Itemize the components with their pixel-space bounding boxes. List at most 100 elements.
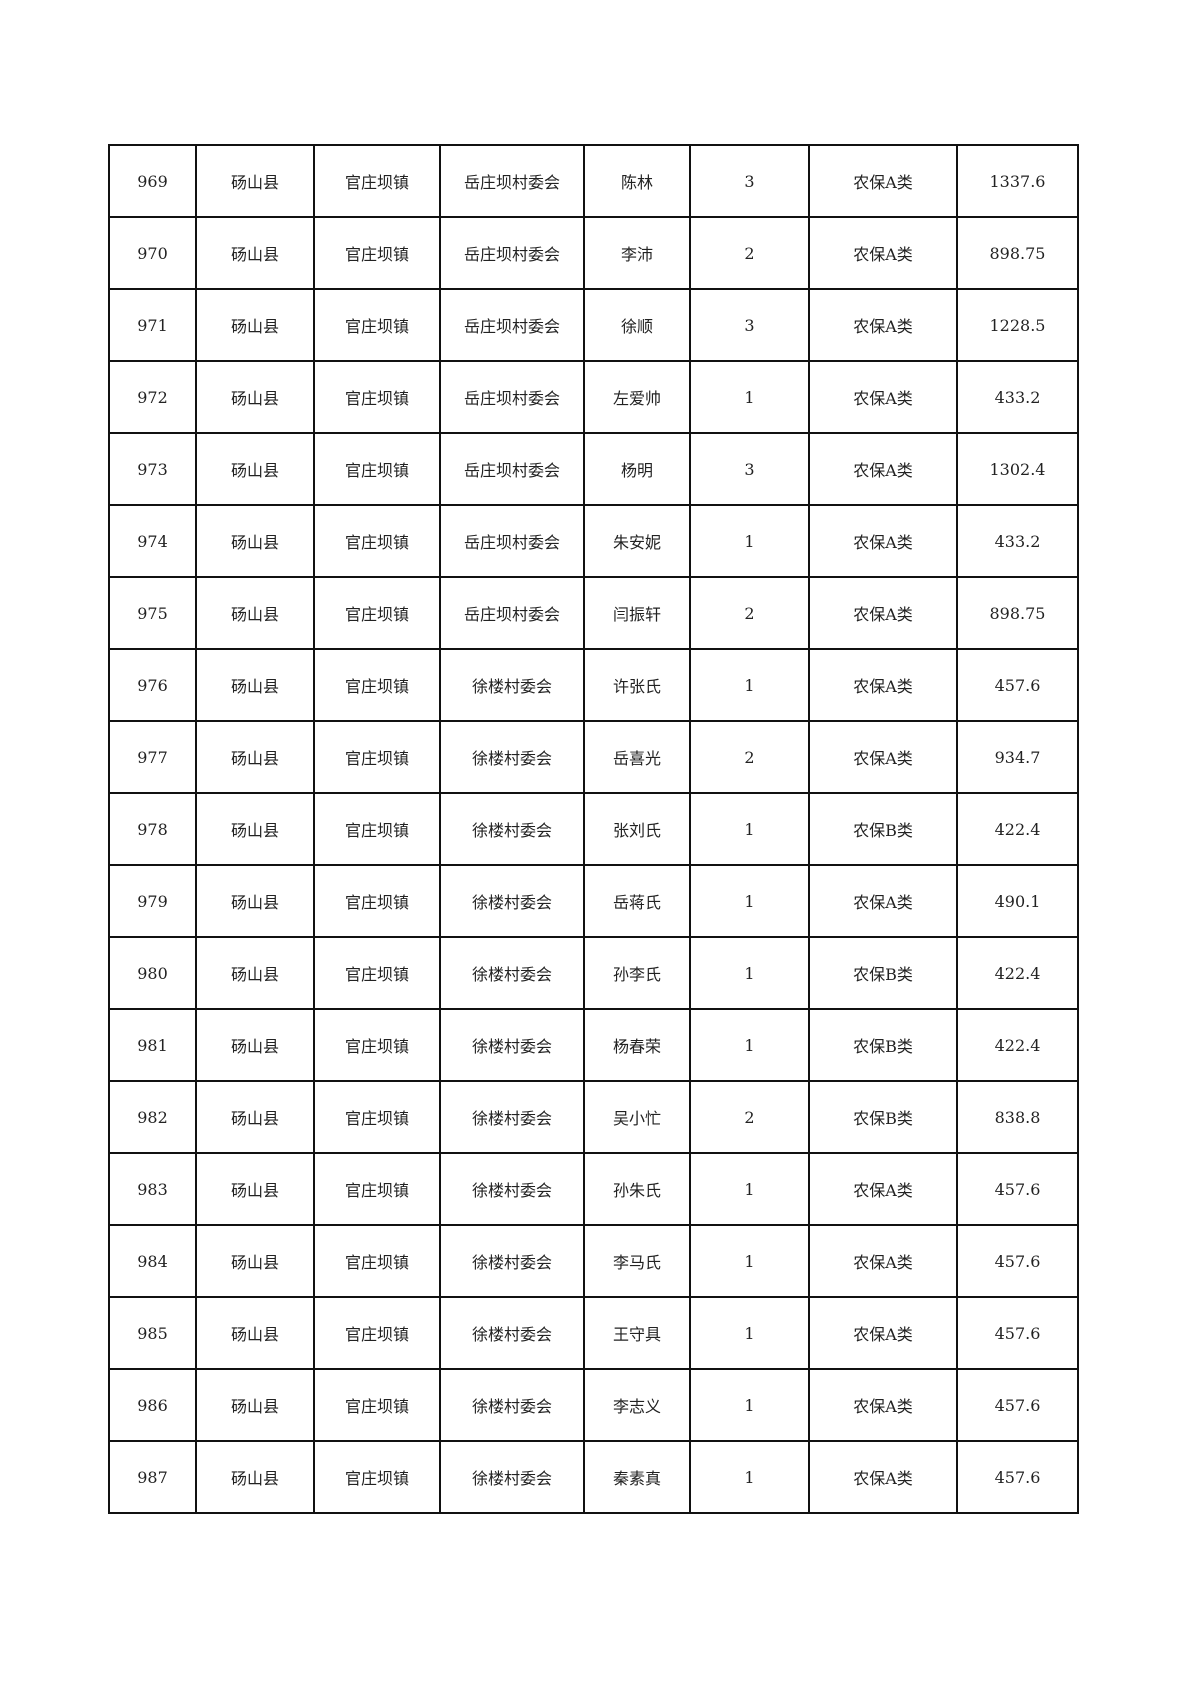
data-table: 969 砀山县 官庄坝镇 岳庄坝村委会 陈林 3 农保A类 1337.6 970 砀山县 官庄坝镇岳… [108, 144, 1079, 1514]
cell-amount: 1228.5 [956, 288, 1079, 362]
cell-row-number: 984 [108, 1224, 197, 1298]
cell-village: 徐楼村委会 [439, 1440, 585, 1514]
cell-county: 砀山县 [195, 504, 315, 578]
cell-amount: 898.75 [956, 216, 1079, 290]
cell-county: 砀山县 [195, 864, 315, 938]
cell-town: 官庄坝镇 [313, 1224, 441, 1298]
cell-row-number: 970 [108, 216, 197, 290]
cell-household-size: 1 [689, 936, 810, 1010]
cell-county: 砀山县 [195, 1296, 315, 1370]
cell-village: 岳庄坝村委会 [439, 360, 585, 434]
cell-county: 砀山县 [195, 792, 315, 866]
table-row: 987 砀山县 官庄坝镇 徐楼村委会 秦素真 1 农保A类 457.6 [108, 1440, 1079, 1514]
table-row: 981 砀山县 官庄坝镇 徐楼村委会 杨春荣 1 农保B类 422.4 [108, 1008, 1079, 1082]
cell-name: 孙李氏 [583, 936, 691, 1010]
cell-village: 徐楼村委会 [439, 1368, 585, 1442]
cell-amount: 457.6 [956, 1368, 1079, 1442]
table-row: 978 砀山县 官庄坝镇 徐楼村委会 张刘氏 1 农保B类 422.4 [108, 792, 1079, 866]
cell-category: 农保A类 [808, 1224, 958, 1298]
cell-category: 农保A类 [808, 288, 958, 362]
table-row: 985 砀山县 官庄坝镇 徐楼村委会 王守具 1 农保A类 457.6 [108, 1296, 1079, 1370]
cell-row-number: 971 [108, 288, 197, 362]
cell-household-size: 1 [689, 1224, 810, 1298]
cell-category: 农保A类 [808, 1440, 958, 1514]
cell-household-size: 1 [689, 360, 810, 434]
cell-household-size: 1 [689, 1296, 810, 1370]
cell-row-number: 979 [108, 864, 197, 938]
cell-amount: 457.6 [956, 1440, 1079, 1514]
cell-name: 岳喜光 [583, 720, 691, 794]
cell-amount: 422.4 [956, 1008, 1079, 1082]
cell-amount: 457.6 [956, 1296, 1079, 1370]
cell-amount: 457.6 [956, 648, 1079, 722]
cell-name: 陈林 [583, 144, 691, 218]
table-row: 983 砀山县 官庄坝镇 徐楼村委会 孙朱氏 1 农保A类 457.6 [108, 1152, 1079, 1226]
cell-name: 吴小忙 [583, 1080, 691, 1154]
cell-town: 官庄坝镇 [313, 288, 441, 362]
cell-county: 砀山县 [195, 936, 315, 1010]
cell-village: 岳庄坝村委会 [439, 576, 585, 650]
cell-row-number: 972 [108, 360, 197, 434]
cell-row-number: 987 [108, 1440, 197, 1514]
table-row: 976 砀山县 官庄坝镇 徐楼村委会 许张氏 1 农保A类 457.6 [108, 648, 1079, 722]
cell-row-number: 976 [108, 648, 197, 722]
cell-name: 王守具 [583, 1296, 691, 1370]
cell-village: 岳庄坝村委会 [439, 432, 585, 506]
cell-town: 官庄坝镇 [313, 1080, 441, 1154]
table-row: 982 砀山县 官庄坝镇 徐楼村委会 吴小忙 2 农保B类 838.8 [108, 1080, 1079, 1154]
cell-name: 李沛 [583, 216, 691, 290]
cell-category: 农保A类 [808, 576, 958, 650]
cell-county: 砀山县 [195, 1080, 315, 1154]
table-row: 973 砀山县 官庄坝镇 岳庄坝村委会 杨明 3 农保A类 1302.4 [108, 432, 1079, 506]
cell-category: 农保A类 [808, 1152, 958, 1226]
cell-town: 官庄坝镇 [313, 576, 441, 650]
cell-county: 砀山县 [195, 432, 315, 506]
cell-amount: 934.7 [956, 720, 1079, 794]
cell-amount: 838.8 [956, 1080, 1079, 1154]
table-row: 969 砀山县 官庄坝镇 岳庄坝村委会 陈林 3 农保A类 1337.6 [108, 144, 1079, 218]
cell-household-size: 3 [689, 288, 810, 362]
cell-row-number: 977 [108, 720, 197, 794]
cell-county: 砀山县 [195, 1440, 315, 1514]
cell-row-number: 980 [108, 936, 197, 1010]
cell-county: 砀山县 [195, 144, 315, 218]
table-row: 970 砀山县 官庄坝镇 岳庄坝村委会 李沛 2 农保A类 898.75 [108, 216, 1079, 290]
table-row: 984 砀山县 官庄坝镇 徐楼村委会 李马氏 1 农保A类 457.6 [108, 1224, 1079, 1298]
table-row: 986 砀山县 官庄坝镇 徐楼村委会 李志义 1 农保A类 457.6 [108, 1368, 1079, 1442]
cell-name: 朱安妮 [583, 504, 691, 578]
cell-category: 农保A类 [808, 360, 958, 434]
table-row: 972 砀山县 官庄坝镇 岳庄坝村委会 左爱帅 1 农保A类 433.2 [108, 360, 1079, 434]
cell-county: 砀山县 [195, 288, 315, 362]
table-row: 980 砀山县 官庄坝镇 徐楼村委会 孙李氏 1 农保B类 422.4 [108, 936, 1079, 1010]
cell-village: 徐楼村委会 [439, 792, 585, 866]
cell-household-size: 3 [689, 144, 810, 218]
cell-row-number: 981 [108, 1008, 197, 1082]
cell-village: 徐楼村委会 [439, 864, 585, 938]
cell-category: 农保A类 [808, 1368, 958, 1442]
cell-row-number: 969 [108, 144, 197, 218]
cell-row-number: 986 [108, 1368, 197, 1442]
cell-amount: 457.6 [956, 1224, 1079, 1298]
cell-category: 农保B类 [808, 792, 958, 866]
cell-county: 砀山县 [195, 1152, 315, 1226]
cell-county: 砀山县 [195, 1368, 315, 1442]
cell-name: 闫振轩 [583, 576, 691, 650]
cell-household-size: 1 [689, 1368, 810, 1442]
cell-county: 砀山县 [195, 1224, 315, 1298]
cell-town: 官庄坝镇 [313, 1440, 441, 1514]
table-row: 974 砀山县 官庄坝镇 岳庄坝村委会 朱安妮 1 农保A类 433.2 [108, 504, 1079, 578]
cell-village: 徐楼村委会 [439, 936, 585, 1010]
cell-household-size: 2 [689, 720, 810, 794]
cell-name: 许张氏 [583, 648, 691, 722]
cell-amount: 490.1 [956, 864, 1079, 938]
cell-amount: 422.4 [956, 792, 1079, 866]
cell-town: 官庄坝镇 [313, 360, 441, 434]
cell-category: 农保A类 [808, 648, 958, 722]
cell-household-size: 1 [689, 504, 810, 578]
cell-name: 秦素真 [583, 1440, 691, 1514]
cell-name: 岳蒋氏 [583, 864, 691, 938]
cell-row-number: 974 [108, 504, 197, 578]
cell-village: 徐楼村委会 [439, 648, 585, 722]
cell-category: 农保A类 [808, 864, 958, 938]
cell-county: 砀山县 [195, 648, 315, 722]
